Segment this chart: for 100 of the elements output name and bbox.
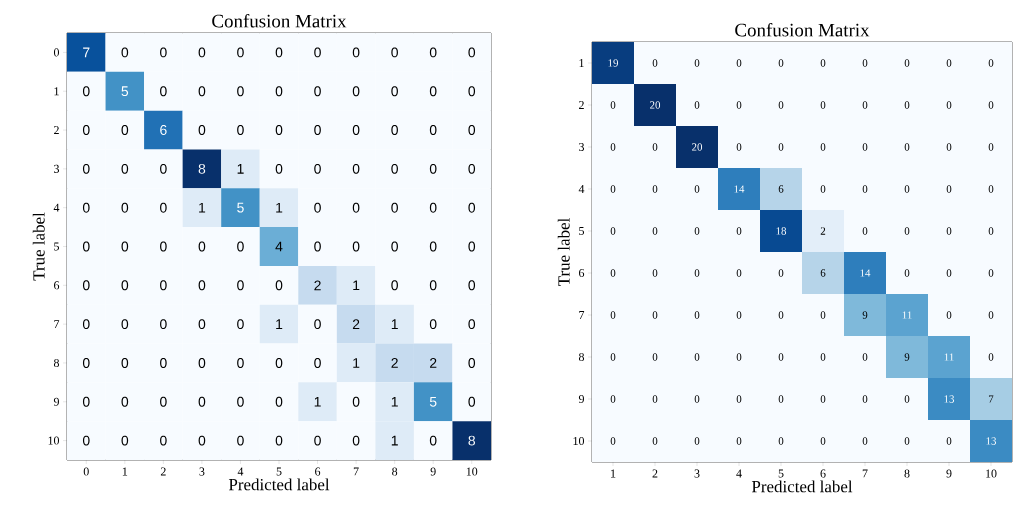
data-label: 0	[275, 280, 283, 291]
data-label: 5	[429, 396, 437, 407]
data-label: 0	[946, 269, 952, 277]
data-label: 0	[946, 185, 952, 193]
data-label: 2	[430, 358, 437, 368]
data-label: 0	[820, 143, 826, 151]
data-label: 0	[275, 86, 283, 97]
y-tick-label: 7	[54, 320, 60, 329]
data-label: 0	[429, 435, 437, 446]
data-label: 0	[391, 125, 398, 135]
data-label: 0	[862, 353, 868, 361]
data-label: 1	[391, 435, 398, 446]
data-label: 0	[352, 47, 360, 58]
x-tick-label: 10	[986, 469, 997, 478]
data-label: 0	[275, 396, 283, 407]
data-label: 0	[862, 395, 868, 403]
data-label: 5	[237, 202, 244, 213]
data-label: 0	[904, 59, 910, 67]
y-axis-title: True label	[32, 212, 45, 281]
data-label: 0	[778, 101, 784, 109]
y-tick-label: 0	[53, 48, 60, 57]
data-label: 8	[198, 163, 206, 174]
data-label: 0	[694, 437, 700, 445]
data-label: 0	[160, 163, 167, 174]
data-label: 0	[778, 311, 784, 319]
data-label: 0	[391, 86, 398, 97]
data-label: 0	[610, 395, 616, 403]
data-label: 0	[160, 241, 167, 252]
data-label: 1	[353, 358, 360, 368]
data-label: 0	[237, 358, 244, 368]
data-label: 0	[352, 202, 360, 213]
data-label: 0	[904, 227, 910, 235]
data-label: 0	[694, 59, 700, 67]
data-label: 0	[820, 59, 826, 67]
x-tick-label: 3	[694, 469, 700, 478]
data-label: 0	[904, 143, 910, 151]
data-label: 0	[610, 143, 616, 151]
data-label: 0	[946, 227, 952, 235]
data-label: 0	[736, 353, 742, 361]
data-label: 7	[83, 47, 90, 58]
data-label: 0	[694, 269, 700, 277]
data-label: 0	[652, 437, 658, 445]
data-label: 0	[121, 202, 129, 213]
data-label: 0	[314, 241, 321, 252]
x-tick-label: 8	[904, 469, 910, 478]
data-label: 0	[198, 125, 206, 135]
data-label: 0	[652, 395, 658, 403]
data-label: 0	[314, 202, 321, 213]
data-label: 0	[198, 241, 206, 252]
data-label: 0	[429, 202, 437, 213]
y-tick-label: 4	[578, 185, 585, 193]
x-tick-label: 1	[122, 467, 128, 476]
data-label: 0	[275, 125, 283, 135]
data-label: 0	[610, 101, 616, 109]
data-label: 0	[391, 47, 398, 58]
data-label: 0	[468, 163, 476, 174]
y-tick-label: 6	[579, 268, 585, 278]
data-label: 7	[988, 395, 994, 403]
data-label: 0	[820, 437, 826, 445]
data-label: 0	[82, 86, 90, 97]
data-label: 14	[734, 185, 745, 193]
data-label: 0	[314, 163, 321, 174]
data-label: 1	[276, 202, 283, 213]
y-tick-label: 10	[573, 436, 585, 446]
data-label: 0	[468, 125, 476, 135]
x-tick-label: 3	[199, 467, 205, 476]
data-label: 0	[160, 396, 167, 407]
data-label: 0	[946, 59, 952, 67]
data-label: 0	[314, 435, 321, 446]
data-label: 0	[652, 311, 658, 319]
data-label: 0	[121, 435, 129, 446]
data-label: 0	[694, 353, 700, 361]
y-tick-label: 5	[54, 242, 60, 251]
data-label: 11	[902, 311, 912, 319]
data-label: 0	[904, 395, 910, 403]
data-label: 0	[352, 241, 360, 252]
data-label: 0	[988, 269, 994, 277]
data-label: 14	[860, 269, 871, 277]
data-label: 2	[820, 227, 826, 235]
data-label: 0	[121, 47, 129, 58]
data-label: 0	[862, 101, 868, 109]
data-label: 0	[652, 269, 658, 277]
data-label: 0	[610, 227, 616, 235]
data-label: 18	[776, 227, 787, 235]
x-axis-title: Predicted label	[751, 480, 853, 493]
data-label: 0	[862, 185, 868, 193]
data-label: 0	[198, 86, 206, 97]
data-label: 0	[275, 47, 283, 58]
data-label: 0	[610, 311, 616, 319]
data-label: 0	[121, 319, 129, 330]
data-label: 0	[391, 202, 398, 213]
x-tick-label: 9	[946, 469, 952, 478]
data-label: 0	[160, 358, 167, 368]
chart-title: Confusion Matrix	[212, 13, 347, 28]
data-label: 0	[862, 227, 868, 235]
data-label: 0	[694, 101, 700, 109]
data-label: 0	[198, 47, 206, 58]
data-label: 0	[82, 280, 90, 291]
y-tick-label: 5	[579, 227, 585, 235]
y-tick-label: 9	[578, 394, 584, 404]
